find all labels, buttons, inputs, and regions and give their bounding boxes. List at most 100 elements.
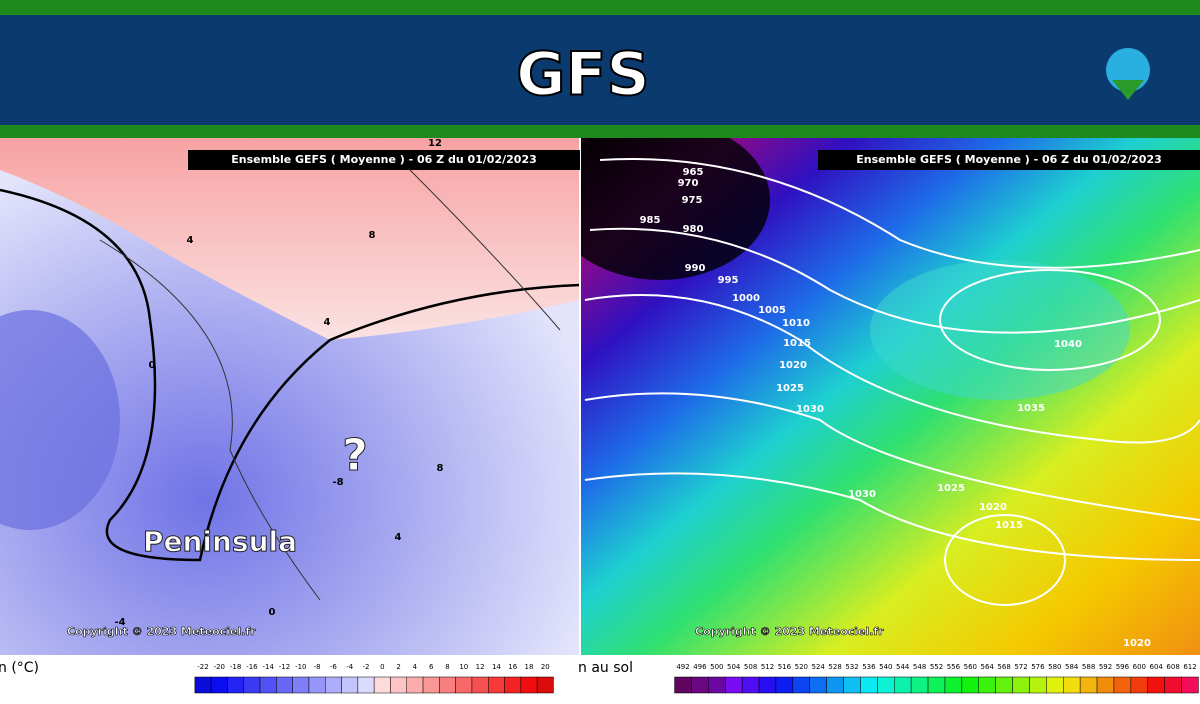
- scale-swatch: [1181, 676, 1199, 694]
- scale-label: -8: [314, 663, 321, 671]
- scale-label: -2: [363, 663, 370, 671]
- scale-label: 564: [981, 663, 995, 671]
- contour-label: 985: [640, 215, 661, 226]
- scale-swatch: [978, 676, 996, 694]
- scale-label: 6: [429, 663, 434, 671]
- scale-label: -20: [214, 663, 225, 671]
- scale-label: 568: [997, 663, 1010, 671]
- scale-swatch: [292, 676, 310, 694]
- scale-label: 560: [964, 663, 977, 671]
- scale-label: 16: [508, 663, 517, 671]
- contour-label: 1005: [758, 305, 786, 316]
- contour-label: 1025: [937, 483, 965, 494]
- scale-label: 18: [525, 663, 534, 671]
- scale-swatch: [708, 676, 726, 694]
- contour-label: 1020: [779, 360, 807, 371]
- contour-label: 1020: [979, 502, 1007, 513]
- scale-swatch: [674, 676, 692, 694]
- scale-label: 520: [795, 663, 808, 671]
- scale-label: 496: [693, 663, 707, 671]
- scale-swatch: [439, 676, 456, 694]
- scale-swatch: [259, 676, 277, 694]
- map-title: Ensemble GEFS ( Moyenne ) - 06 Z du 01/0…: [856, 153, 1162, 166]
- scale-swatch: [894, 676, 912, 694]
- left-map: [0, 138, 580, 655]
- scale-label: 608: [1166, 663, 1179, 671]
- map-title-box: [818, 150, 1200, 170]
- scale-label: 20: [541, 663, 550, 671]
- scale-label: -12: [279, 663, 290, 671]
- scale-label: 2: [396, 663, 400, 671]
- scale-swatch: [725, 676, 743, 694]
- scale-label: -14: [262, 663, 274, 671]
- contour-label: 1030: [848, 489, 876, 500]
- scale-swatch: [1130, 676, 1148, 694]
- scale-swatch: [194, 676, 212, 694]
- scale-label: 512: [761, 663, 774, 671]
- scale-label: -6: [330, 663, 338, 671]
- legend-label: n au sol: [578, 660, 633, 676]
- scale-label: 556: [947, 663, 961, 671]
- scale-label: 508: [744, 663, 757, 671]
- scale-swatch: [1096, 676, 1115, 694]
- contour-label: 4: [187, 235, 194, 246]
- header-title: GFS: [516, 40, 649, 110]
- scale-label: 4: [413, 663, 418, 671]
- scale-swatch: [1029, 676, 1047, 694]
- scale-swatch: [944, 676, 963, 694]
- scale-swatch: [927, 676, 946, 694]
- header-band: [0, 15, 1200, 125]
- contour-label: 12: [428, 138, 442, 149]
- legend-label: n (°C): [0, 660, 39, 676]
- contour-label: 1000: [732, 293, 760, 304]
- contour-label: 1010: [782, 318, 810, 329]
- annotation: ?: [342, 430, 368, 481]
- contour-label: 970: [678, 178, 699, 189]
- scale-label: 552: [930, 663, 943, 671]
- scale-label: 516: [778, 663, 792, 671]
- contour-label: 980: [683, 224, 704, 235]
- scale-label: -4: [346, 663, 354, 671]
- contour-label: 1015: [783, 338, 811, 349]
- map-title-box: [188, 150, 580, 170]
- scale-swatch: [860, 676, 878, 694]
- scale-swatch: [961, 676, 979, 694]
- scale-swatch: [357, 676, 375, 694]
- scale-label: 540: [879, 663, 892, 671]
- contour-label: 1020: [1123, 638, 1151, 649]
- scale-label: 0: [380, 663, 384, 671]
- scale-swatch: [1063, 676, 1081, 694]
- contour-label: 965: [683, 167, 704, 178]
- right-map: [580, 138, 1200, 655]
- scale-swatch: [691, 676, 709, 694]
- scale-swatch: [308, 676, 326, 694]
- scale-swatch: [792, 676, 810, 694]
- annotation: Peninsula: [143, 525, 297, 558]
- contour-label: 990: [685, 263, 706, 274]
- scale-swatch: [843, 676, 861, 694]
- scale-label: 576: [1031, 663, 1045, 671]
- scale-swatch: [390, 676, 408, 694]
- scale-label: 528: [828, 663, 841, 671]
- scale-swatch: [1164, 676, 1182, 694]
- scale-swatch: [1046, 676, 1064, 694]
- copyright: Copyright © 2023 Meteociel.fr: [695, 625, 884, 638]
- scale-swatch: [1012, 676, 1030, 694]
- scale-label: 604: [1150, 663, 1164, 671]
- contour-label: 4: [324, 317, 331, 328]
- map-title: Ensemble GEFS ( Moyenne ) - 06 Z du 01/0…: [231, 153, 537, 166]
- contour-label: 1030: [796, 404, 824, 415]
- contour-label: 975: [682, 195, 703, 206]
- scale-swatch: [1079, 676, 1098, 694]
- contour-label: 1040: [1054, 339, 1082, 350]
- scale-label: 500: [710, 663, 723, 671]
- scale-label: 536: [862, 663, 876, 671]
- scale-label: 596: [1116, 663, 1130, 671]
- contour-label: 995: [718, 275, 739, 286]
- bottom-band: [0, 125, 1200, 138]
- scale-label: 592: [1099, 663, 1112, 671]
- contour-label: -4: [114, 617, 125, 628]
- scale-label: 588: [1082, 663, 1095, 671]
- top-band: [0, 0, 1200, 15]
- scale-label: 548: [913, 663, 926, 671]
